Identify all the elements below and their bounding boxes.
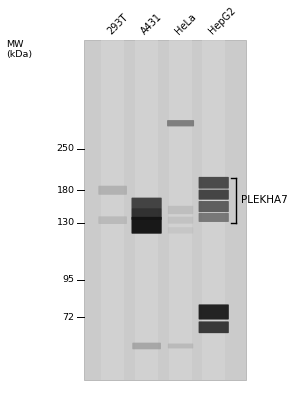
FancyBboxPatch shape [199,201,229,212]
Text: 293T: 293T [106,12,130,36]
FancyBboxPatch shape [199,304,229,320]
FancyBboxPatch shape [199,190,229,200]
Text: 72: 72 [63,312,75,322]
Text: 95: 95 [63,275,75,284]
Bar [169,40,192,380]
FancyBboxPatch shape [168,344,193,348]
Text: 130: 130 [56,218,75,227]
FancyBboxPatch shape [132,198,162,209]
FancyBboxPatch shape [199,322,229,333]
Text: A431: A431 [140,11,164,36]
Text: HeLa: HeLa [173,12,198,36]
Bar [135,40,158,380]
Bar [84,40,246,380]
FancyBboxPatch shape [98,186,127,195]
Text: PLEKHA7: PLEKHA7 [240,195,287,205]
FancyBboxPatch shape [132,343,161,349]
Text: MW
(kDa): MW (kDa) [6,40,32,59]
FancyBboxPatch shape [168,217,193,224]
FancyBboxPatch shape [132,208,162,220]
Text: 180: 180 [57,186,75,195]
FancyBboxPatch shape [98,216,127,224]
FancyBboxPatch shape [168,206,193,214]
Bar [101,40,124,380]
FancyBboxPatch shape [168,227,193,234]
FancyBboxPatch shape [167,120,194,126]
Bar [202,40,225,380]
FancyBboxPatch shape [199,213,229,222]
FancyBboxPatch shape [132,217,162,234]
Text: HepG2: HepG2 [206,5,237,36]
Text: 250: 250 [57,144,75,153]
FancyBboxPatch shape [199,177,229,189]
